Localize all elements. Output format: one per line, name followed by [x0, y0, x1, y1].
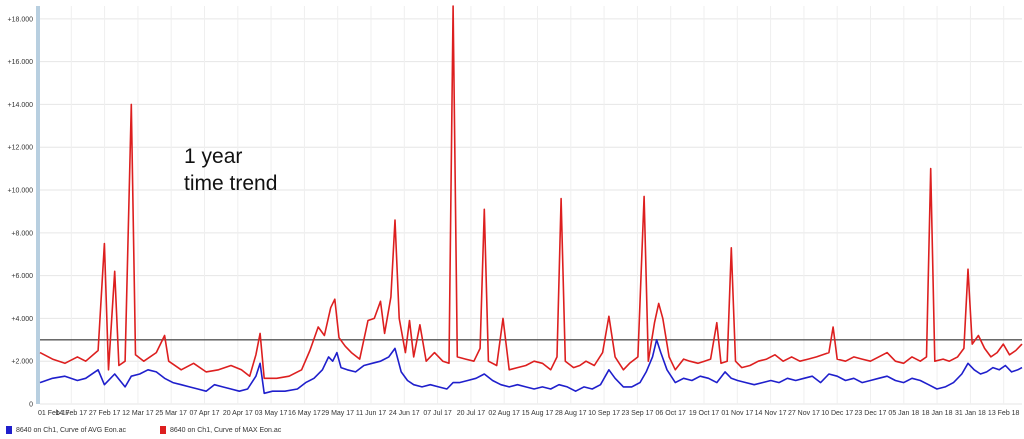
x-tick-label: 23 Dec 17: [855, 410, 887, 417]
y-axis-ticks: 0 +2.000 +4.000 +6.000 +8.000 +10.000 +12.000 +…: [8, 16, 34, 408]
legend: 8640 on Ch1, Curve of AVG Eon.ac 8640 on…: [6, 426, 309, 434]
x-tick-label: 23 Sep 17: [621, 410, 653, 417]
annotation-line-1: 1 year: [184, 145, 243, 168]
x-tick-label: 25 Mar 17: [155, 410, 187, 417]
y-tick-label: +8.000: [11, 230, 33, 237]
x-tick-label: 05 Jan 18: [888, 410, 919, 417]
x-tick-label: 06 Oct 17: [656, 410, 686, 417]
y-tick-label: +6.000: [11, 273, 33, 280]
x-tick-label: 01 Feb 17: [38, 410, 70, 417]
x-tick-label: 20 Apr 17: [223, 410, 253, 417]
x-tick-label: 03 May 17: [255, 410, 288, 417]
legend-item-max[interactable]: 8640 on Ch1, Curve of MAX Eon.ac: [160, 426, 281, 434]
x-tick-label: 24 Jun 17: [389, 410, 420, 417]
x-tick-label: 16 May 17: [288, 410, 321, 417]
y-axis-bar: [36, 6, 40, 404]
y-tick-label: +2.000: [11, 359, 33, 366]
x-tick-label: 07 Apr 17: [190, 410, 220, 417]
y-tick-label: +16.000: [8, 59, 34, 66]
legend-label-max: 8640 on Ch1, Curve of MAX Eon.ac: [170, 426, 282, 434]
x-tick-label: 01 Nov 17: [721, 410, 753, 417]
x-tick-label: 18 Jan 18: [922, 410, 953, 417]
y-tick-label: +10.000: [8, 188, 34, 195]
series-lines: [39, 5, 1023, 395]
x-tick-label: 27 Feb 17: [89, 410, 121, 417]
x-tick-label: 20 Jul 17: [457, 410, 486, 417]
x-tick-label: 07 Jul 17: [423, 410, 452, 417]
y-tick-label: 0: [29, 402, 33, 409]
legend-swatch-red: [160, 426, 166, 434]
annotation-text: 1 year time trend: [184, 143, 277, 197]
grid-lines: [37, 6, 1022, 405]
series-line: [39, 5, 1023, 380]
x-tick-label: 15 Aug 17: [522, 410, 554, 417]
series-line: [39, 338, 1023, 395]
y-tick-label: +18.000: [8, 16, 34, 23]
x-tick-label: 14 Feb 17: [56, 410, 88, 417]
y-tick-label: +12.000: [8, 145, 34, 152]
x-tick-label: 28 Aug 17: [555, 410, 587, 417]
legend-item-avg[interactable]: 8640 on Ch1, Curve of AVG Eon.ac: [6, 426, 126, 434]
x-tick-label: 31 Jan 18: [955, 410, 986, 417]
x-tick-label: 11 Jun 17: [356, 410, 386, 417]
y-tick-label: +14.000: [8, 102, 34, 109]
legend-label-avg: 8640 on Ch1, Curve of AVG Eon.ac: [16, 426, 126, 434]
x-tick-label: 10 Dec 17: [821, 410, 853, 417]
x-tick-label: 29 May 17: [321, 410, 354, 417]
x-tick-label: 10 Sep 17: [588, 410, 620, 417]
annotation-line-2: time trend: [184, 172, 278, 195]
x-tick-label: 19 Oct 17: [689, 410, 719, 417]
y-tick-label: +4.000: [11, 316, 33, 323]
legend-swatch-blue: [6, 426, 12, 434]
x-tick-label: 27 Nov 17: [788, 410, 820, 417]
x-tick-label: 12 Mar 17: [122, 410, 154, 417]
x-tick-label: 14 Nov 17: [755, 410, 787, 417]
x-tick-label: 02 Aug 17: [488, 410, 520, 417]
x-tick-label: 13 Feb 18: [988, 410, 1020, 417]
